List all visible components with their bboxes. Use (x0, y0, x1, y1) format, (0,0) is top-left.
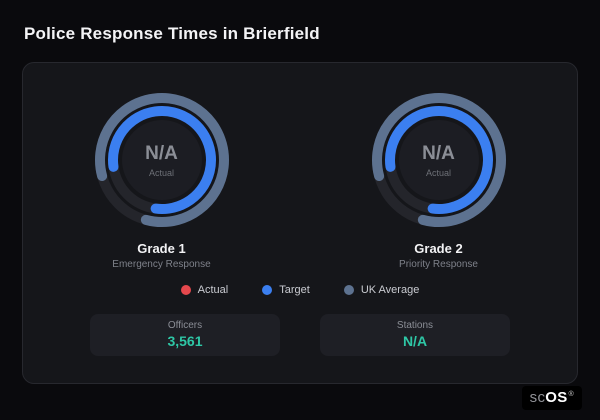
gauge-svg (94, 93, 229, 227)
gauges-row: N/A Actual Grade 1 Emergency Response N/… (23, 63, 577, 270)
page-title: Police Response Times in Brierfield (24, 24, 320, 43)
gauge-svg (371, 93, 506, 227)
gauge-arc-target (107, 106, 216, 214)
legend-item-uk-average[interactable]: UK Average (343, 284, 420, 296)
gauge-center-disc (398, 120, 479, 200)
gauge-grade-1: N/A Actual Grade 1 Emergency Response (57, 85, 267, 270)
stat-value: 3,561 (167, 333, 203, 349)
stats-row: Officers 3,561 Stations N/A (23, 314, 577, 356)
legend-label: UK Average (360, 284, 420, 296)
legend: Actual Target UK Average (23, 284, 577, 296)
gauge-chart: N/A Actual (87, 85, 237, 235)
legend-label: Actual (197, 284, 229, 296)
gauge-arc-uk-average (371, 93, 506, 227)
target-dot-icon (262, 285, 273, 295)
gauge-title: Grade 1 (137, 241, 186, 256)
stat-label: Stations (396, 320, 434, 331)
stat-value: N/A (402, 333, 428, 349)
gauge-subtitle: Priority Response (399, 259, 478, 270)
response-times-card: N/A Actual Grade 1 Emergency Response N/… (22, 62, 578, 384)
gauge-grade-2: N/A Actual Grade 2 Priority Response (334, 85, 544, 270)
gauge-center-disc (121, 120, 202, 200)
stat-stations: Stations N/A (320, 314, 510, 356)
legend-item-actual[interactable]: Actual (180, 284, 229, 296)
gauge-title: Grade 2 (414, 241, 463, 256)
gauge-subtitle: Emergency Response (112, 259, 211, 270)
actual-dot-icon (180, 285, 191, 295)
uk-average-dot-icon (343, 285, 354, 295)
gauge-arc-uk-average (94, 93, 229, 227)
registered-mark: ® (568, 391, 574, 398)
legend-item-target[interactable]: Target (262, 284, 310, 296)
logo-prefix: sc (529, 389, 546, 406)
gauge-arc-target (384, 106, 493, 214)
logo-suffix: OS (545, 389, 568, 406)
scos-logo: scOS® (521, 386, 582, 410)
legend-label: Target (279, 284, 310, 296)
gauge-chart: N/A Actual (364, 85, 514, 235)
stat-label: Officers (167, 320, 203, 331)
stat-officers: Officers 3,561 (90, 314, 280, 356)
